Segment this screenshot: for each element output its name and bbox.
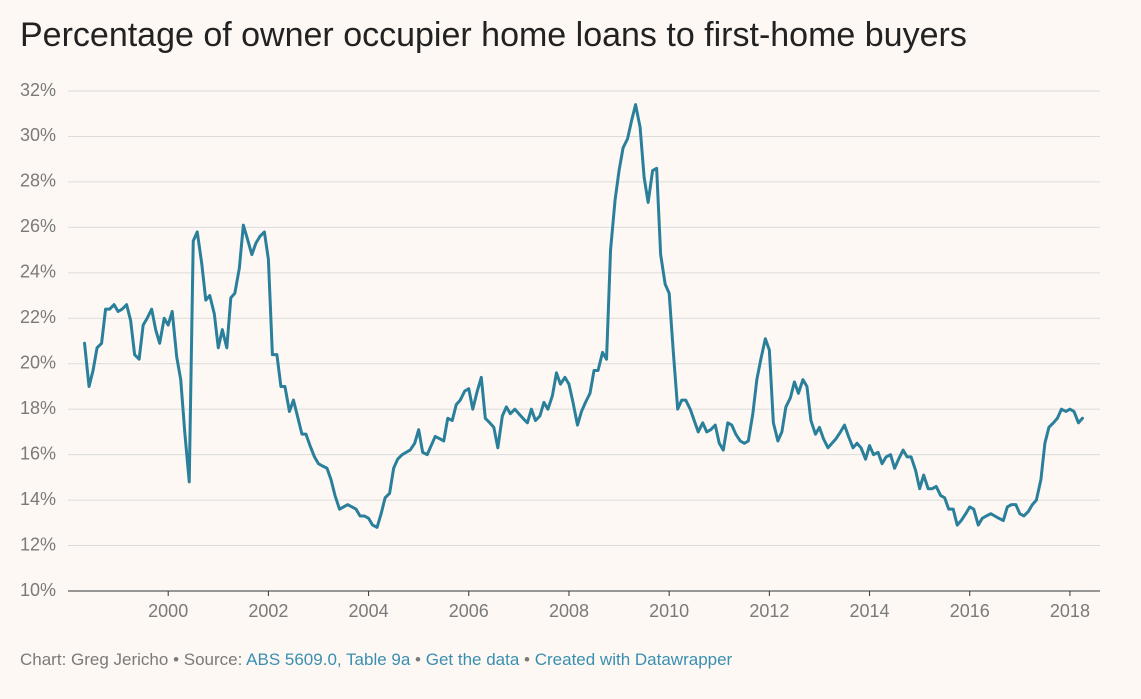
footer: Chart: Greg Jericho • Source: ABS 5609.0…: [20, 650, 733, 669]
source-link[interactable]: ABS 5609.0, Table 9a: [246, 650, 411, 669]
x-tick-label: 2012: [749, 601, 789, 621]
plot: [83, 103, 1084, 529]
y-tick-label: 22%: [20, 307, 56, 327]
y-tick-label: 16%: [20, 443, 56, 463]
data-line: [83, 103, 1084, 529]
get-data-link[interactable]: Get the data: [426, 650, 520, 669]
x-tick-label: 2004: [349, 601, 389, 621]
y-tick-label: 18%: [20, 398, 56, 418]
separator: •: [415, 650, 421, 669]
y-tick-label: 30%: [20, 125, 56, 145]
credit: Chart: Greg Jericho: [20, 650, 168, 669]
y-tick-label: 12%: [20, 534, 56, 554]
x-tick-label: 2006: [449, 601, 489, 621]
source-label: Source:: [184, 650, 243, 669]
y-tick-label: 26%: [20, 216, 56, 236]
separator: •: [524, 650, 530, 669]
x-tick-label: 2008: [549, 601, 589, 621]
x-tick-label: 2018: [1050, 601, 1090, 621]
y-tick-label: 14%: [20, 489, 56, 509]
x-tick-label: 2014: [850, 601, 890, 621]
y-tick-label: 32%: [20, 80, 56, 100]
y-tick-label: 10%: [20, 580, 56, 600]
y-tick-label: 20%: [20, 352, 56, 372]
y-tick-label: 24%: [20, 262, 56, 282]
datawrapper-link[interactable]: Created with Datawrapper: [535, 650, 733, 669]
y-tick-label: 28%: [20, 171, 56, 191]
x-tick-label: 2000: [148, 601, 188, 621]
separator: •: [173, 650, 179, 669]
x-tick-label: 2010: [649, 601, 689, 621]
grid: 10% 12% 14% 16% 18% 20% 22% 24% 26% 28% 30% 32% 2000…: [20, 80, 1100, 621]
chart-title: Percentage of owner occupier home loans …: [20, 16, 967, 54]
x-tick-label: 2002: [248, 601, 288, 621]
x-tick-label: 2016: [950, 601, 990, 621]
